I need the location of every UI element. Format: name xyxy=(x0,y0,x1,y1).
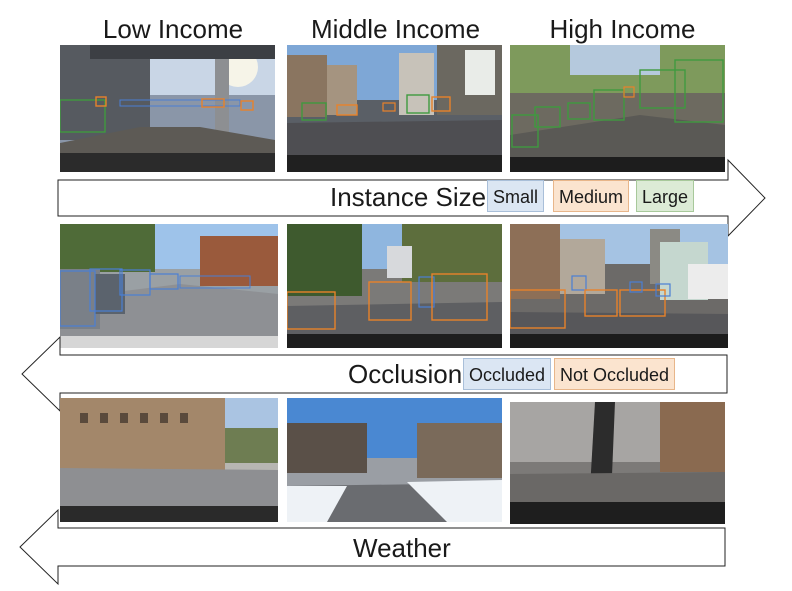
photo-low-income-weather xyxy=(60,398,278,522)
photo-high-income-occlusion xyxy=(510,224,728,348)
photo-low-income-instance-size xyxy=(60,45,275,172)
occlusion-label: Occlusion xyxy=(348,359,463,389)
legend-small: Small xyxy=(487,180,545,212)
photo-low-income-occlusion xyxy=(60,224,278,348)
legend-not-occluded: Not Occluded xyxy=(554,358,676,390)
column-header-middle-income: Middle Income xyxy=(310,14,481,44)
photo-middle-income-instance-size xyxy=(287,45,502,172)
legend-occluded: Occluded xyxy=(463,358,552,390)
column-header-low-income: Low Income xyxy=(102,14,244,44)
instance-size-label: Instance Size xyxy=(330,182,487,212)
photo-middle-income-occlusion xyxy=(287,224,502,348)
column-header-high-income: High Income xyxy=(549,14,696,44)
legend-medium: Medium xyxy=(553,180,630,212)
photo-high-income-weather xyxy=(510,402,725,524)
legend-large: Large xyxy=(636,180,695,212)
weather-label: Weather xyxy=(353,533,451,563)
photo-high-income-instance-size xyxy=(510,45,725,172)
photo-middle-income-weather xyxy=(287,398,502,522)
